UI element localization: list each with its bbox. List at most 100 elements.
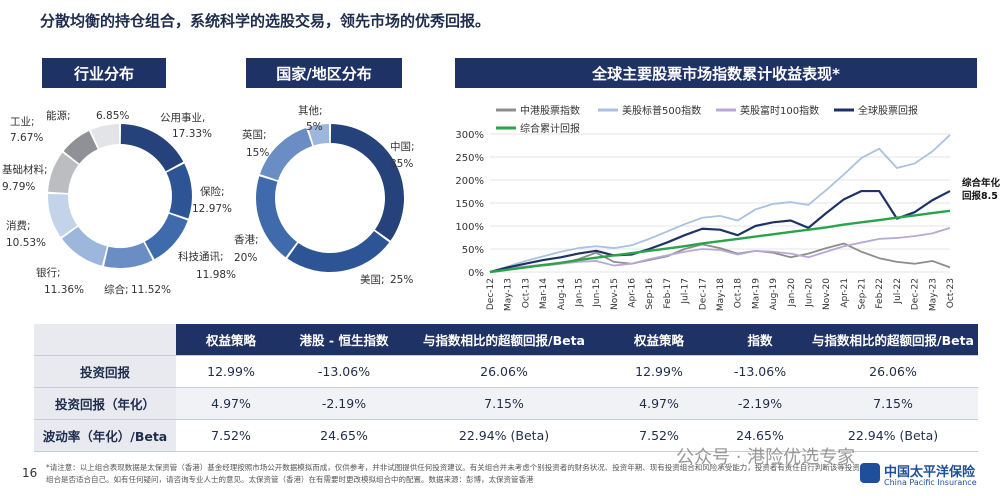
x-tick-label: Jun-20 xyxy=(804,278,814,308)
y-tick-label: 100% xyxy=(455,222,484,233)
x-tick-label: Aug-14 xyxy=(557,278,567,311)
table-header: 与指数相比的超额回报/Beta xyxy=(402,324,606,356)
slice-value-label: 35% xyxy=(390,158,413,170)
donut-slice xyxy=(144,213,188,260)
donut-slice xyxy=(104,242,153,268)
country-panel-title: 国家/地区分布 xyxy=(246,58,402,88)
slice-value-label: 6.85% xyxy=(96,110,129,122)
slice-value-label: 10.53% xyxy=(6,237,46,249)
slice-label: 能源; xyxy=(46,109,71,122)
footnote: *请注意：以上组合表现数据是太保资管（香港）基金经理按照市场公开数据模拟而成，仅… xyxy=(46,463,860,484)
series-line xyxy=(489,189,951,274)
table-cell: 12.99% xyxy=(606,355,712,388)
industry-panel-title: 行业分布 xyxy=(42,58,166,88)
performance-table: 权益策略 港股 - 恒生指数 与指数相比的超额回报/Beta 权益策略 指数 与… xyxy=(34,324,978,452)
slice-label: 工业; xyxy=(10,116,35,128)
x-tick-label: Apr-21 xyxy=(840,278,850,308)
x-tick-label: Nov-15 xyxy=(610,278,620,310)
x-tick-label: Apr-16 xyxy=(628,278,638,308)
table-cell: -2.19% xyxy=(286,387,402,420)
y-tick-label: 50% xyxy=(462,245,484,256)
slice-label: 消费; xyxy=(6,219,31,232)
x-tick-label: Mar-19 xyxy=(751,278,761,309)
slice-value-label: 11.98% xyxy=(196,269,236,281)
slice-label: 科技通讯; xyxy=(178,250,224,263)
donut-slice xyxy=(90,124,120,149)
table-cell: 7.15% xyxy=(402,387,606,420)
table-header-blank xyxy=(34,324,176,356)
x-tick-label: Sep-21 xyxy=(858,278,868,310)
table-cell: 12.99% xyxy=(176,355,286,388)
y-tick-label: 200% xyxy=(455,176,484,187)
brand-name-cn: 中国太平洋保险 xyxy=(884,465,976,480)
x-tick-label: Dec-22 xyxy=(911,278,921,310)
x-tick-label: Feb-17 xyxy=(663,278,673,309)
table-cell: -2.19% xyxy=(712,387,808,420)
x-tick-label: Jun-15 xyxy=(592,278,602,308)
table-header-row: 权益策略 港股 - 恒生指数 与指数相比的超额回报/Beta 权益策略 指数 与… xyxy=(34,324,978,356)
table-row: 波动率（年化）/Beta 7.52% 24.65% 22.94% (Beta) … xyxy=(34,419,978,452)
end-annotation: 回报8.5 xyxy=(962,190,998,202)
y-tick-label: 250% xyxy=(455,153,484,164)
x-tick-label: Jul-17 xyxy=(681,278,691,305)
x-tick-label: May-18 xyxy=(716,278,726,311)
slice-label: 银行; xyxy=(36,266,61,279)
x-tick-label: Oct-18 xyxy=(734,278,744,309)
series-line xyxy=(489,226,951,273)
table-cell: 24.65% xyxy=(712,419,808,452)
donut-slice xyxy=(287,230,390,272)
y-tick-label: 300% xyxy=(455,130,484,141)
table-cell: 4.97% xyxy=(606,387,712,420)
table-cell: -13.06% xyxy=(712,355,808,388)
table-cell: 22.94% (Beta) xyxy=(808,419,978,452)
series-line xyxy=(489,134,951,273)
donut-slice xyxy=(330,124,404,241)
slice-label: 综合; xyxy=(104,283,129,296)
x-tick-label: Oct-13 xyxy=(521,278,531,308)
table-header: 港股 - 恒生指数 xyxy=(286,324,402,356)
slice-label: 美国; xyxy=(360,273,385,286)
slice-label: 香港; xyxy=(234,234,259,246)
slice-label: 中国; xyxy=(390,140,415,153)
x-tick-label: Dec-12 xyxy=(486,278,496,310)
slice-value-label: 9.79% xyxy=(2,181,35,193)
x-tick-label: Mar-14 xyxy=(539,278,549,309)
table-cell: 24.65% xyxy=(286,419,402,452)
x-tick-label: Jul-22 xyxy=(893,278,903,305)
y-tick-label: 0% xyxy=(468,268,484,279)
slice-value-label: 20% xyxy=(234,252,257,264)
index-line-chart: 0% 50% 100% 150% 200% 250% 300% Dec-12 May-13 Oct… xyxy=(455,104,1000,311)
table-header: 与指数相比的超额回报/Beta xyxy=(808,324,978,356)
row-label: 投资回报（年化） xyxy=(34,387,176,420)
table-cell: 26.06% xyxy=(808,355,978,388)
brand-logo-icon xyxy=(860,463,880,483)
brand-logo: 中国太平洋保险 China Pacific Insurance xyxy=(860,461,990,491)
page-number: 16 xyxy=(22,466,38,480)
donut-slice xyxy=(256,176,298,258)
end-annotation: 综合年化 xyxy=(962,177,1000,189)
x-tick-label: Jan-15 xyxy=(574,278,584,308)
x-tick-label: Dec-17 xyxy=(698,278,708,310)
table-cell: 22.94% (Beta) xyxy=(402,419,606,452)
slice-value-label: 25% xyxy=(390,274,413,286)
x-tick-label: May-13 xyxy=(504,278,514,311)
x-tick-label: Nov-20 xyxy=(822,278,832,310)
headline: 分散均衡的持仓组合，系统科学的选股交易，领先市场的优秀回报。 xyxy=(40,12,491,30)
donut-slice xyxy=(166,163,192,219)
slice-value-label: 11.52% xyxy=(131,284,171,296)
x-tick-label: Aug-19 xyxy=(769,278,779,311)
table-cell: 26.06% xyxy=(402,355,606,388)
country-donut-chart: 中国; 35% 美国; 25% 香港; 20% 英国; 15% 其他; 5% xyxy=(234,104,415,286)
table-header: 权益策略 xyxy=(176,324,286,356)
row-label: 投资回报 xyxy=(34,355,176,388)
series-line xyxy=(489,209,951,274)
legend-label: 全球股票回报 xyxy=(858,104,918,117)
table-cell: 4.97% xyxy=(176,387,286,420)
slice-value-label: 5% xyxy=(306,121,323,133)
donut-slice xyxy=(48,193,78,237)
slice-value-label: 15% xyxy=(246,147,269,159)
industry-donut-chart: 公用事业, 17.33% 保险; 12.97% 科技通讯; 11.98% 综合; 11.52%… xyxy=(2,109,236,296)
brand-name-en: China Pacific Insurance xyxy=(884,478,977,487)
legend-label: 英股富时100指数 xyxy=(740,104,819,117)
table-header: 指数 xyxy=(712,324,808,356)
